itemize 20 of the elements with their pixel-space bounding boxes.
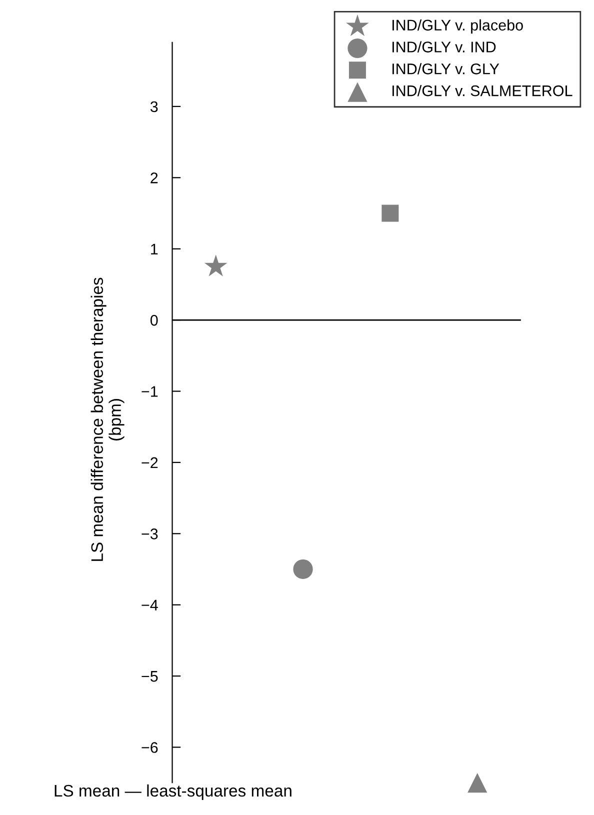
y-axis-title: LS mean difference between therapies (bpm) bbox=[90, 278, 124, 561]
point bbox=[382, 204, 399, 222]
point bbox=[204, 254, 228, 276]
y-tick-label: −2 bbox=[142, 457, 158, 468]
y-tick-label: −3 bbox=[142, 528, 158, 540]
legend-label: IND/GLY v. SALMETEROL bbox=[392, 84, 572, 96]
y-tick-label: 2 bbox=[150, 172, 158, 184]
point bbox=[468, 773, 488, 793]
annotation: LS mean — least-squares mean bbox=[54, 784, 292, 800]
legend-label: IND/GLY v. GLY bbox=[392, 63, 500, 74]
y-tick-label: −4 bbox=[142, 600, 158, 610]
point bbox=[293, 559, 313, 580]
y-tick-label: −5 bbox=[142, 671, 158, 682]
y-tick-label: −1 bbox=[142, 386, 158, 397]
legend-label: IND/GLY v. placebo bbox=[392, 19, 523, 34]
y-tick-label: 3 bbox=[150, 101, 158, 112]
legend-label: IND/GLY v. IND bbox=[392, 41, 496, 52]
y-tick-label: 0 bbox=[150, 314, 158, 326]
y-tick-label: 1 bbox=[151, 244, 158, 254]
y-tick-label: −6 bbox=[142, 742, 158, 753]
